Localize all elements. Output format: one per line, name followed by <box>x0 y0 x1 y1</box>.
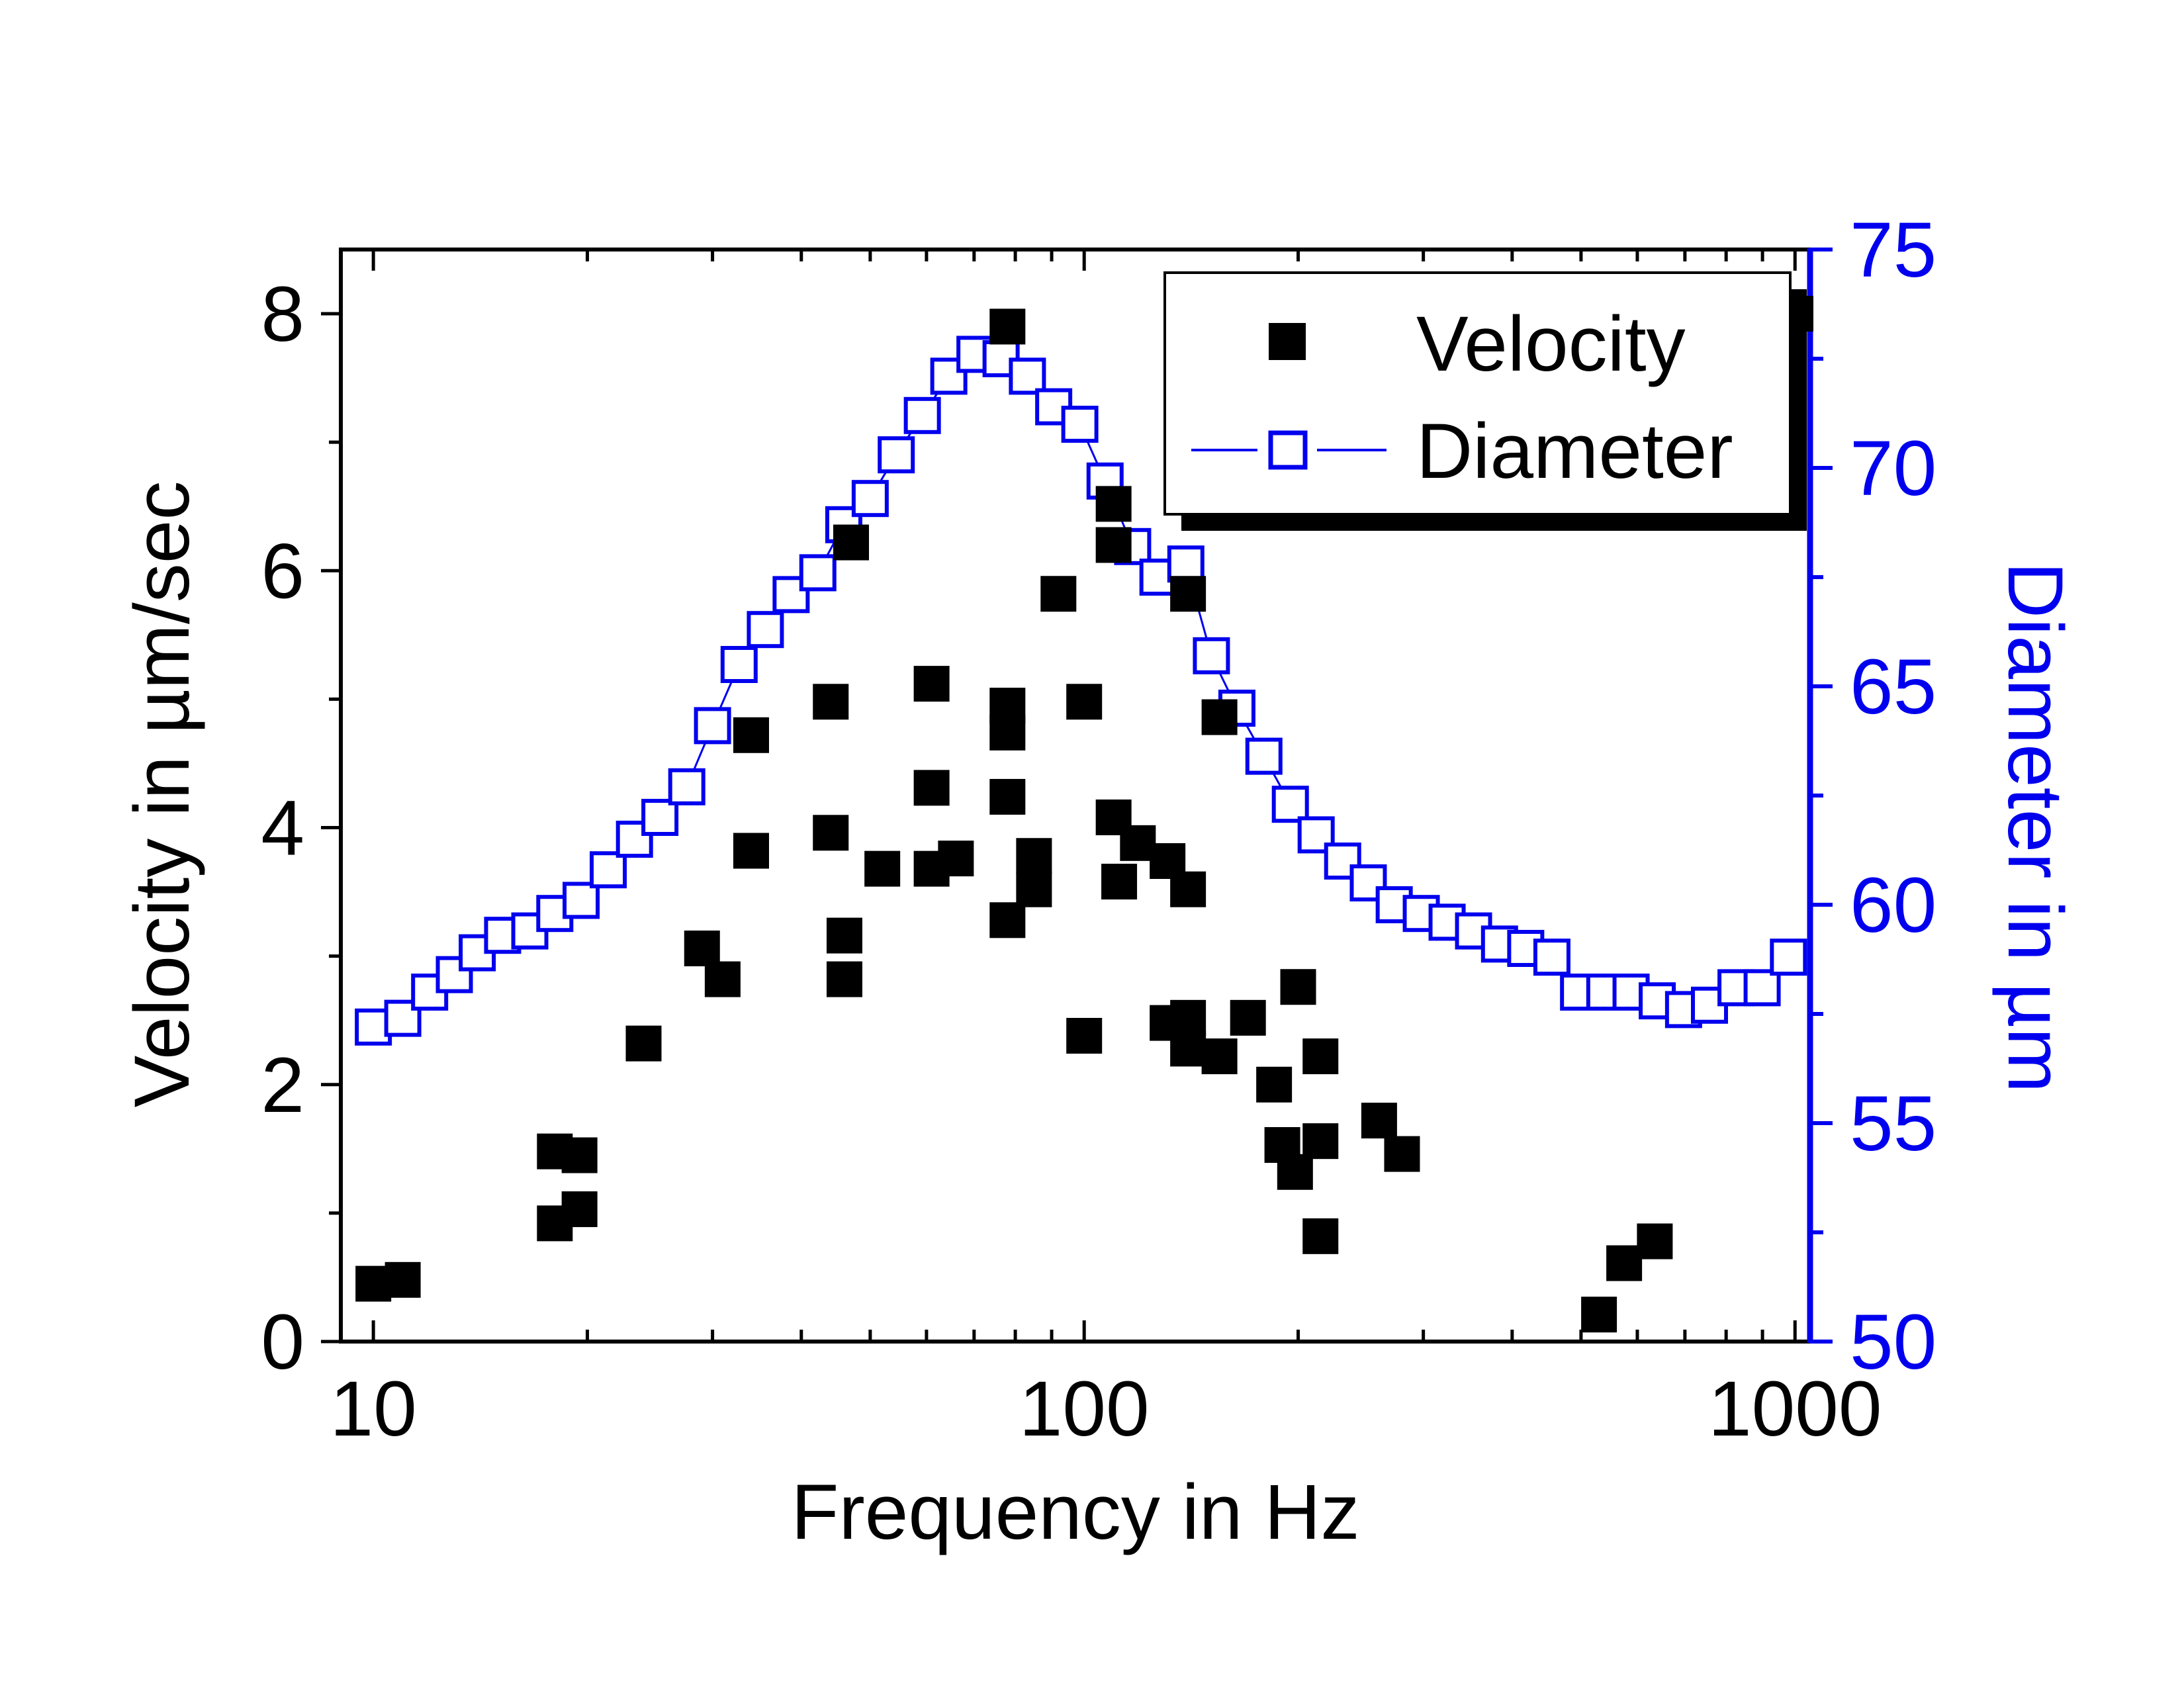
diameter-point <box>747 611 784 649</box>
diameter-point <box>1770 938 1807 976</box>
diameter-point <box>799 554 837 592</box>
velocity-point <box>813 815 849 851</box>
y-tick-label: 2 <box>261 1042 304 1129</box>
velocity-point <box>813 684 849 720</box>
velocity-point <box>1170 999 1206 1036</box>
diameter-point <box>694 707 731 745</box>
velocity-point <box>561 1191 598 1228</box>
velocity-point <box>733 833 769 869</box>
velocity-point <box>1170 1030 1206 1067</box>
y-tick-label: 6 <box>261 527 304 615</box>
x-tick-label: 10 <box>330 1365 417 1453</box>
y2-axis-label: Diameter in µm <box>1991 562 2079 1093</box>
legend-velocity-label: Velocity <box>1416 300 1686 388</box>
y2-tick-label: 70 <box>1850 425 1936 512</box>
diameter-point <box>615 821 653 858</box>
y2-tick-label: 50 <box>1850 1299 1936 1386</box>
y2-tick-label: 65 <box>1850 643 1936 731</box>
velocity-point <box>826 917 862 954</box>
legend-velocity-marker <box>1269 323 1306 360</box>
diameter-point <box>851 480 889 518</box>
series-velocity <box>355 296 1813 1333</box>
velocity-point <box>1016 871 1052 907</box>
velocity-point <box>1256 1066 1293 1103</box>
y2-tick-label: 60 <box>1850 862 1936 949</box>
velocity-point <box>1016 838 1052 874</box>
velocity-point <box>1170 576 1206 612</box>
velocity-point <box>1277 1154 1313 1190</box>
legend-box <box>1163 271 1792 516</box>
velocity-point <box>1606 1245 1643 1281</box>
velocity-point <box>938 841 974 877</box>
velocity-point <box>1095 486 1132 522</box>
diameter-point <box>1167 545 1205 583</box>
velocity-point <box>625 1025 662 1062</box>
velocity-point <box>1280 969 1316 1005</box>
legend: Velocity Diameter <box>1163 271 1807 531</box>
velocity-point <box>826 961 862 997</box>
series-diameter <box>355 336 1807 1046</box>
right-y-axis: 50 55 60 65 70 75 <box>1807 206 1936 1386</box>
legend-diameter-label: Diameter <box>1416 408 1733 495</box>
velocity-point <box>1302 1218 1339 1254</box>
velocity-point <box>1637 1223 1673 1259</box>
velocity-point <box>561 1137 598 1173</box>
y2-tick-label: 55 <box>1850 1080 1936 1167</box>
velocity-point <box>1302 1123 1339 1160</box>
velocity-point <box>1361 1103 1397 1139</box>
diameter-point <box>1743 969 1781 1007</box>
diameter-point <box>878 436 915 474</box>
legend-diameter-marker <box>1268 430 1308 470</box>
diameter-point <box>1245 737 1283 775</box>
y-tick-label: 0 <box>261 1299 304 1386</box>
velocity-point <box>913 666 950 702</box>
diameter-point <box>1271 786 1309 823</box>
velocity-point <box>913 770 950 806</box>
velocity-point <box>1066 684 1103 720</box>
velocity-point <box>684 931 720 966</box>
diameter-point <box>641 799 679 836</box>
velocity-point <box>989 714 1026 751</box>
diameter-point <box>1061 406 1099 443</box>
velocity-point <box>989 778 1026 815</box>
diameter-point <box>668 768 705 805</box>
velocity-point <box>864 850 901 887</box>
y-tick-label: 8 <box>261 271 304 358</box>
velocity-point <box>1170 871 1206 907</box>
velocity-point <box>704 961 741 997</box>
diameter-point <box>563 882 600 919</box>
velocity-point <box>1201 1038 1238 1075</box>
velocity-point <box>385 1261 421 1298</box>
x-tick-label: 1000 <box>1708 1365 1882 1453</box>
x-axis-label: Frequency in Hz <box>791 1469 1359 1556</box>
velocity-point <box>1066 1018 1103 1054</box>
diameter-point <box>903 396 941 434</box>
diameter-point <box>1533 938 1570 976</box>
velocity-point <box>1101 864 1138 900</box>
diameter-point <box>1193 637 1230 674</box>
y-axis-label: Velocity in µm/sec <box>118 481 206 1108</box>
left-y-axis: 0 2 4 6 8 <box>261 271 341 1386</box>
velocity-point <box>1581 1297 1617 1333</box>
velocity-point <box>989 308 1026 345</box>
velocity-point <box>1230 999 1266 1036</box>
velocity-point <box>1384 1136 1420 1172</box>
x-axis: 10 100 1000 <box>330 250 1882 1453</box>
y2-tick-label: 75 <box>1850 206 1936 294</box>
velocity-point <box>1095 527 1132 563</box>
x-tick-label: 100 <box>1019 1365 1150 1453</box>
velocity-point <box>833 524 870 561</box>
diameter-point <box>1009 357 1046 395</box>
diameter-point <box>590 851 627 889</box>
velocity-point <box>733 717 769 753</box>
y-tick-label: 4 <box>261 785 304 872</box>
velocity-point <box>1302 1038 1339 1075</box>
velocity-point <box>989 902 1026 938</box>
diameter-point <box>720 646 758 683</box>
velocity-point <box>1040 576 1077 612</box>
velocity-point <box>1201 699 1238 735</box>
